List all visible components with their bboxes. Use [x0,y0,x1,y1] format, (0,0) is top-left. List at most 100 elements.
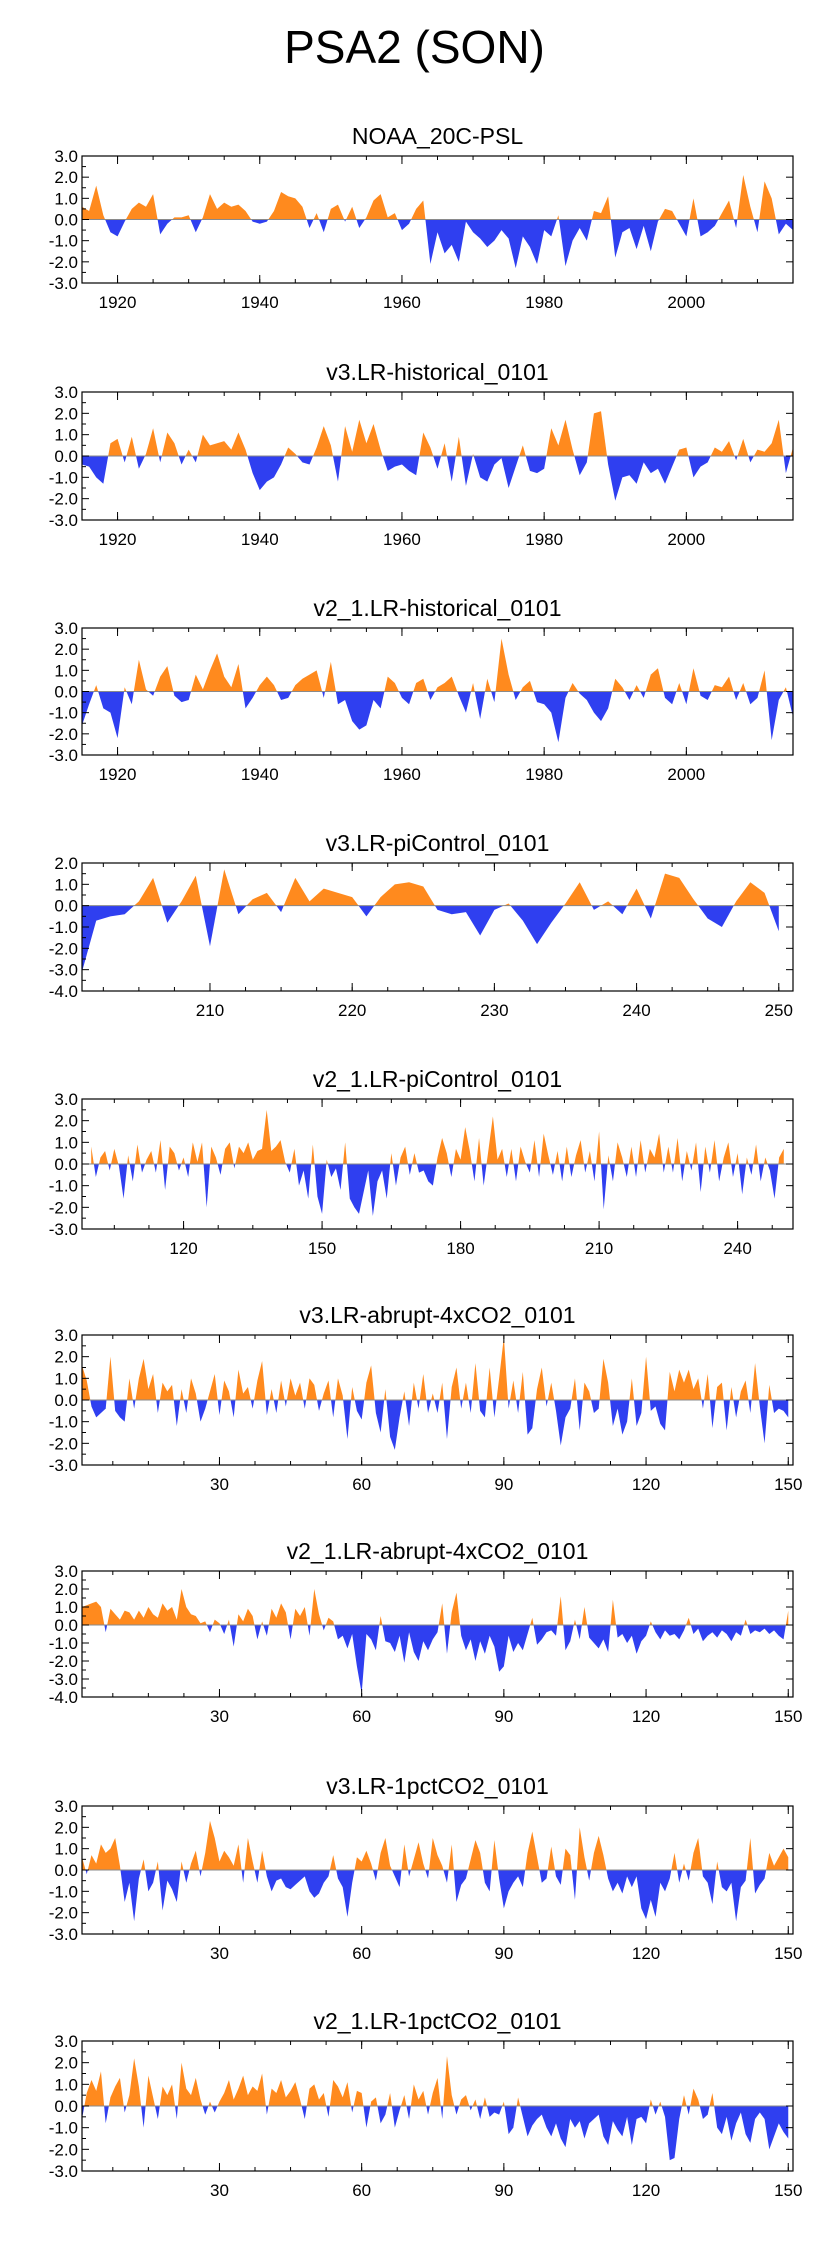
positive-area [429,2077,441,2106]
y-tick-label: -3.0 [49,511,78,530]
negative-area [155,2106,160,2119]
positive-area [212,1619,221,1625]
positive-area [209,1146,218,1164]
positive-area [201,1820,242,1870]
y-tick-label: -1.0 [49,232,78,251]
positive-area [448,1844,454,1870]
positive-area [278,1380,285,1400]
positive-area [172,215,191,220]
negative-area [397,219,412,231]
positive-area [384,676,399,692]
x-tick-label: 1920 [99,293,137,312]
negative-area [482,1870,492,1892]
positive-area [329,2080,352,2106]
negative-area [250,1400,255,1409]
x-tick-label: 2000 [667,293,705,312]
negative-area [479,1400,487,1418]
x-tick-label: 30 [210,1707,229,1726]
y-tick-label: 1.0 [54,875,78,894]
negative-area [746,691,760,705]
positive-area [310,1589,323,1625]
positive-area [453,1127,472,1164]
y-tick-label: 0.0 [54,447,78,466]
positive-area [351,1387,355,1400]
negative-area [276,905,284,913]
negative-area [426,1400,432,1413]
positive-area [208,2101,212,2106]
negative-area [682,691,689,705]
negative-area [767,1164,779,1199]
panel-frame [81,862,794,992]
y-tick-label: -3.0 [49,746,78,765]
y-tick-label: 0.0 [54,1861,78,1880]
x-tick-label: 210 [196,1001,224,1020]
negative-area [265,1400,270,1416]
negative-area [118,1164,128,1199]
negative-area [177,1164,182,1171]
positive-area [353,2090,364,2106]
negative-area [343,1400,351,1439]
positive-area [555,1151,560,1164]
negative-area [468,1400,472,1413]
positive-area [236,1608,255,1625]
positive-area [134,1144,141,1164]
positive-area [292,1607,308,1625]
positive-area [326,1159,328,1164]
negative-area [718,1870,747,1922]
negative-area [183,1870,190,1883]
panel-7: v2_1.LR-abrupt-4xCO2_0101 3.02.01.00.0-1.… [49,1538,803,1726]
y-tick-label: 0.0 [54,1391,78,1410]
positive-area [744,1619,748,1625]
negative-area [786,691,793,717]
positive-area [716,1861,719,1870]
negative-area [242,691,257,709]
negative-area [591,1400,600,1413]
positive-area [571,1378,577,1400]
negative-area [440,2106,444,2119]
positive-area [519,1371,525,1400]
negative-area [446,456,456,482]
negative-area [753,1870,767,1894]
y-tick-label: 2.0 [54,2054,78,2073]
y-tick-label: -2.0 [49,1198,78,1217]
negative-area [685,1870,691,1881]
negative-area [576,1625,582,1640]
positive-area [335,1378,344,1400]
positive-area [646,1133,663,1164]
positive-area [766,1848,789,1870]
positive-area [637,1140,645,1164]
positive-area [268,1603,289,1625]
y-tick-label: 0.0 [54,1616,78,1635]
negative-area [356,219,365,228]
y-tick-label: -4.0 [49,982,78,1001]
positive-area [778,1148,784,1164]
x-tick-label: 1940 [241,293,279,312]
negative-area [173,1400,181,1426]
positive-area [722,1142,732,1164]
positive-area [189,1142,204,1164]
negative-area [104,1625,108,1633]
positive-area [284,447,298,456]
negative-area [114,1400,128,1422]
negative-area [391,2106,401,2128]
negative-area [601,1164,608,1210]
negative-area [753,219,760,233]
y-tick-label: 2.0 [54,1348,78,1367]
x-tick-label: 60 [352,1944,371,1963]
negative-area [783,456,791,474]
negative-area [233,1164,236,1169]
x-tick-label: 180 [446,1239,474,1258]
positive-area [783,687,787,692]
y-tick-label: -2.0 [49,939,78,958]
negative-area [677,1870,683,1883]
negative-area [701,1400,705,1409]
panel-1: NOAA_20C-PSL 3.0 2.0 1.0 0.0 -1.0 -2.0 -3.0 1920… [49,123,794,312]
negative-area [374,1400,385,1433]
positive-area [684,1151,690,1164]
positive-area [739,1380,749,1400]
negative-area [301,2106,307,2119]
positive-area [256,676,278,692]
negative-area [326,2106,330,2117]
positive-area [324,661,336,692]
